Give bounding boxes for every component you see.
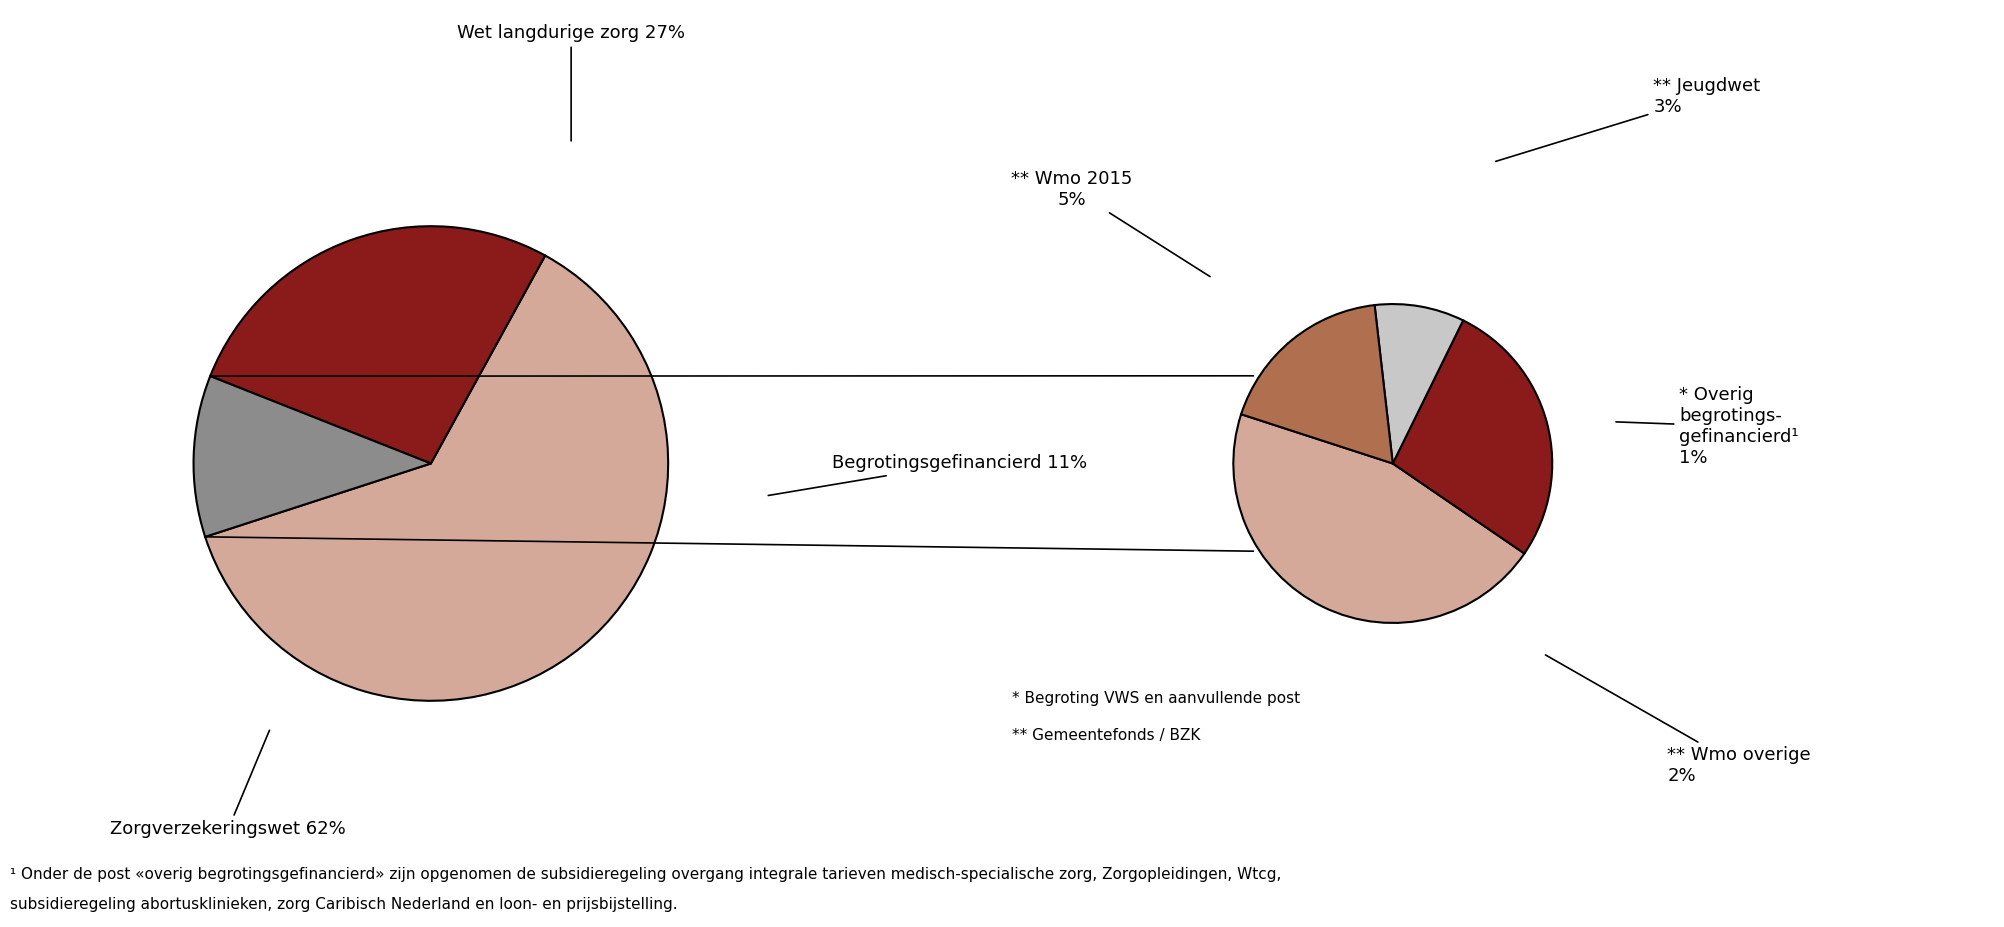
Wedge shape <box>1375 304 1463 464</box>
Wedge shape <box>1240 305 1393 464</box>
Text: Begrotingsgefinancierd 11%: Begrotingsgefinancierd 11% <box>768 454 1086 496</box>
Text: ** Gemeentefonds / BZK: ** Gemeentefonds / BZK <box>1012 728 1200 743</box>
Text: ** Wmo 2015
5%: ** Wmo 2015 5% <box>1012 170 1210 276</box>
Text: subsidieregeling abortusklinieken, zorg Caribisch Nederland en loon- en prijsbij: subsidieregeling abortusklinieken, zorg … <box>10 897 677 912</box>
Wedge shape <box>210 226 545 464</box>
Text: ** Jeugdwet
3%: ** Jeugdwet 3% <box>1495 77 1760 161</box>
Text: * Overig
begrotings-
gefinancierd¹
1%: * Overig begrotings- gefinancierd¹ 1% <box>1615 387 1800 466</box>
Text: Wet langdurige zorg 27%: Wet langdurige zorg 27% <box>457 24 685 141</box>
Wedge shape <box>1393 321 1553 553</box>
Text: ** Wmo overige
2%: ** Wmo overige 2% <box>1545 654 1812 785</box>
Wedge shape <box>204 256 667 701</box>
Wedge shape <box>1232 414 1525 623</box>
Text: ¹ Onder de post «overig begrotingsgefinancierd» zijn opgenomen de subsidieregeli: ¹ Onder de post «overig begrotingsgefina… <box>10 867 1281 882</box>
Text: Zorgverzekeringswet 62%: Zorgverzekeringswet 62% <box>110 730 347 838</box>
Text: * Begroting VWS en aanvullende post: * Begroting VWS en aanvullende post <box>1012 691 1301 705</box>
Wedge shape <box>194 376 431 537</box>
